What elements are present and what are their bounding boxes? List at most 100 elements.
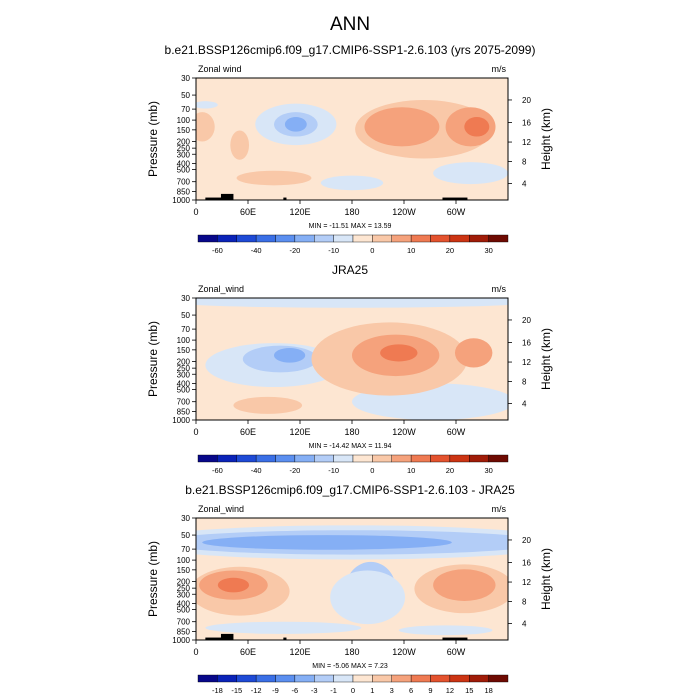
colorbar-cell xyxy=(217,454,237,463)
panel-title: b.e21.BSSP126cmip6.f09_g17.CMIP6-SSP1-2.… xyxy=(185,483,515,497)
variable-label: Zonal_wind xyxy=(198,504,244,514)
height-tick-label: 20 xyxy=(522,316,531,325)
colorbar-cell xyxy=(352,674,373,683)
contour-band xyxy=(196,112,215,142)
x-tick-label: 60W xyxy=(447,647,466,657)
colorbar-cell xyxy=(197,674,218,683)
height-axis-label: Height (km) xyxy=(539,548,553,610)
x-tick-label: 180 xyxy=(344,427,359,437)
colorbar-cell xyxy=(197,234,218,243)
colorbar-label: -9 xyxy=(272,686,279,695)
colorbar-cell xyxy=(314,674,334,683)
y-tick-label: 500 xyxy=(177,166,191,175)
x-tick-label: 120E xyxy=(289,207,310,217)
colorbar-cell xyxy=(275,234,296,243)
y-tick-label: 100 xyxy=(177,116,191,125)
colorbar-label: -12 xyxy=(251,686,262,695)
y-tick-label: 70 xyxy=(181,105,190,114)
y-tick-label: 700 xyxy=(177,618,191,627)
figure-title: ANN xyxy=(330,14,370,35)
colorbar-label: 15 xyxy=(465,686,473,695)
y-tick-label: 50 xyxy=(181,91,190,100)
colorbar-cell xyxy=(352,234,373,243)
colorbar-label: -18 xyxy=(212,686,223,695)
x-tick-label: 0 xyxy=(193,427,198,437)
contour-band xyxy=(398,625,493,636)
colorbar-label: -10 xyxy=(328,246,339,255)
x-tick-label: 60E xyxy=(240,427,256,437)
colorbar-cell xyxy=(314,454,334,463)
contour-band xyxy=(196,298,508,308)
height-tick-label: 12 xyxy=(522,358,531,367)
terrain-mask xyxy=(220,633,234,640)
contour-band xyxy=(380,344,418,362)
y-tick-label: 300 xyxy=(177,590,191,599)
colorbar-cell xyxy=(449,454,470,463)
y-tick-label: 150 xyxy=(177,566,191,575)
colorbar-label: 30 xyxy=(484,466,492,475)
min-max-label: MIN = -5.06 MAX = 7.23 xyxy=(312,663,388,670)
colorbar-label: 20 xyxy=(446,246,454,255)
y-tick-label: 30 xyxy=(181,294,190,303)
colorbar-cell xyxy=(430,234,451,243)
y-tick-label: 70 xyxy=(181,545,190,554)
colorbar-label: -40 xyxy=(251,246,262,255)
panel-3: b.e21.BSSP126cmip6.f09_g17.CMIP6-SSP1-2.… xyxy=(146,483,553,695)
panel-1: b.e21.BSSP126cmip6.f09_g17.CMIP6-SSP1-2.… xyxy=(146,43,553,255)
colorbar-label: -60 xyxy=(212,466,223,475)
colorbar-cell xyxy=(294,234,315,243)
colorbar-cell xyxy=(449,674,470,683)
colorbar-cell xyxy=(236,674,257,683)
y-tick-label: 200 xyxy=(177,577,191,586)
colorbar-label: -20 xyxy=(289,246,300,255)
variable-label: Zonal wind xyxy=(198,64,242,74)
y-tick-label: 400 xyxy=(177,599,191,608)
y-tick-label: 850 xyxy=(177,187,191,196)
colorbar-cell xyxy=(488,674,509,683)
colorbar-label: 30 xyxy=(484,246,492,255)
x-tick-label: 0 xyxy=(193,207,198,217)
colorbar-cell xyxy=(372,674,392,683)
colorbar-cell xyxy=(372,234,392,243)
colorbar-cell xyxy=(275,674,296,683)
colorbar-cell xyxy=(294,674,315,683)
colorbar-cell xyxy=(255,454,276,463)
height-tick-label: 20 xyxy=(522,536,531,545)
terrain-mask xyxy=(442,197,468,200)
x-tick-label: 180 xyxy=(344,207,359,217)
y-tick-label: 1000 xyxy=(172,196,190,205)
colorbar-label: -40 xyxy=(251,466,262,475)
x-tick-label: 120W xyxy=(392,207,416,217)
y-tick-label: 100 xyxy=(177,556,191,565)
colorbar-cell xyxy=(410,454,431,463)
min-max-label: MIN = -11.51 MAX = 13.59 xyxy=(309,223,392,230)
colorbar-cell xyxy=(469,234,489,243)
contour-band xyxy=(196,101,218,109)
colorbar-label: 6 xyxy=(409,686,413,695)
y-tick-label: 400 xyxy=(177,379,191,388)
y-tick-label: 850 xyxy=(177,627,191,636)
colorbar-cell xyxy=(275,454,296,463)
x-tick-label: 60E xyxy=(240,207,256,217)
y-tick-label: 30 xyxy=(181,514,190,523)
x-tick-label: 60E xyxy=(240,647,256,657)
height-tick-label: 20 xyxy=(522,96,531,105)
x-tick-label: 120E xyxy=(289,427,310,437)
colorbar-label: 1 xyxy=(370,686,374,695)
colorbar-label: 10 xyxy=(407,246,415,255)
contour-band xyxy=(330,570,406,625)
y-tick-label: 500 xyxy=(177,386,191,395)
contour-band xyxy=(464,117,490,137)
x-tick-label: 0 xyxy=(193,647,198,657)
colorbar-cell xyxy=(391,454,412,463)
height-tick-label: 8 xyxy=(522,598,527,607)
colorbar-cell xyxy=(449,234,470,243)
colorbar-cell xyxy=(372,454,392,463)
colorbar-cell xyxy=(255,234,276,243)
panel-title: JRA25 xyxy=(332,263,368,277)
contour-band xyxy=(454,338,493,368)
contour-field xyxy=(196,78,508,200)
colorbar-label: 3 xyxy=(390,686,394,695)
